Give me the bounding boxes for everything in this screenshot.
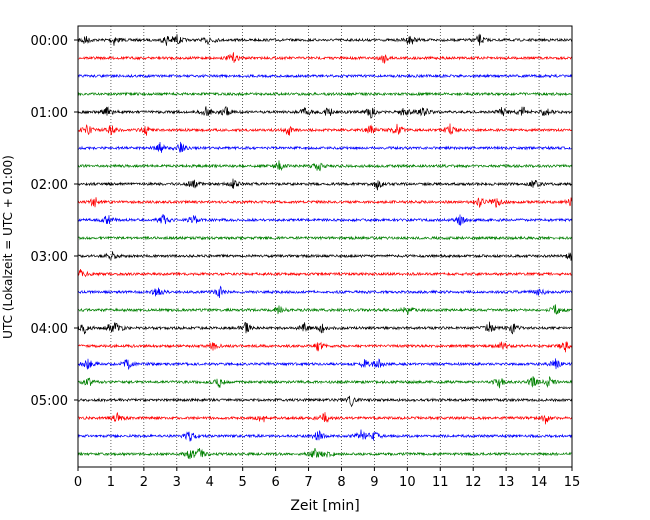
x-tick-label: 12 bbox=[465, 475, 482, 490]
x-tick-label: 4 bbox=[206, 475, 214, 490]
trace-line bbox=[77, 235, 573, 241]
trace-line bbox=[77, 285, 573, 298]
trace-line bbox=[77, 73, 573, 79]
trace-line bbox=[77, 376, 573, 389]
trace-line bbox=[77, 304, 573, 315]
trace-line bbox=[77, 395, 573, 408]
trace-line bbox=[77, 106, 573, 119]
y-tick-label: 02:00 bbox=[31, 178, 68, 193]
y-axis-ticks: 00:00 01:00 02:00 03:00 04:00 05:00 bbox=[31, 34, 78, 409]
x-tick-label: 11 bbox=[432, 475, 449, 490]
trace-lines bbox=[77, 33, 573, 460]
trace-line bbox=[77, 358, 573, 371]
y-tick-label: 04:00 bbox=[31, 322, 68, 337]
trace-line bbox=[77, 269, 573, 278]
y-tick-label: 05:00 bbox=[31, 394, 68, 409]
trace-line bbox=[77, 141, 573, 153]
trace-line bbox=[77, 251, 573, 261]
x-axis-ticks: 0 1 2 3 4 5 6 7 8 9 10 11 12 13 14 15 bbox=[74, 467, 580, 490]
x-tick-label: 5 bbox=[239, 475, 247, 490]
x-tick-label: 7 bbox=[304, 475, 312, 490]
y-tick-label: 03:00 bbox=[31, 250, 68, 265]
trace-line bbox=[77, 160, 573, 172]
trace-line bbox=[77, 123, 573, 136]
trace-line bbox=[77, 52, 573, 64]
trace-line bbox=[77, 340, 573, 353]
x-tick-label: 3 bbox=[173, 475, 181, 490]
trace-line bbox=[77, 411, 573, 425]
x-tick-label: 13 bbox=[498, 475, 515, 490]
y-axis-label: UTC (Lokalzeit = UTC + 01:00) bbox=[1, 155, 15, 339]
x-tick-label: 0 bbox=[74, 475, 82, 490]
trace-line bbox=[77, 33, 573, 46]
x-tick-label: 2 bbox=[140, 475, 148, 490]
x-tick-label: 6 bbox=[271, 475, 279, 490]
trace-line bbox=[77, 213, 573, 227]
x-tick-label: 14 bbox=[531, 475, 548, 490]
trace-line bbox=[77, 178, 573, 191]
x-tick-label: 15 bbox=[564, 475, 581, 490]
trace-line bbox=[77, 429, 573, 442]
y-tick-label: 00:00 bbox=[31, 34, 68, 49]
trace-line bbox=[77, 197, 573, 209]
x-tick-label: 8 bbox=[337, 475, 345, 490]
x-tick-label: 1 bbox=[107, 475, 115, 490]
y-tick-label: 01:00 bbox=[31, 106, 68, 121]
trace-line bbox=[77, 321, 573, 335]
plot-frame bbox=[77, 25, 573, 468]
x-axis-label: Zeit [min] bbox=[290, 498, 359, 514]
trace-line bbox=[77, 91, 573, 97]
trace-line bbox=[77, 447, 573, 460]
x-tick-label: 10 bbox=[399, 475, 416, 490]
x-tick-label: 9 bbox=[370, 475, 378, 490]
